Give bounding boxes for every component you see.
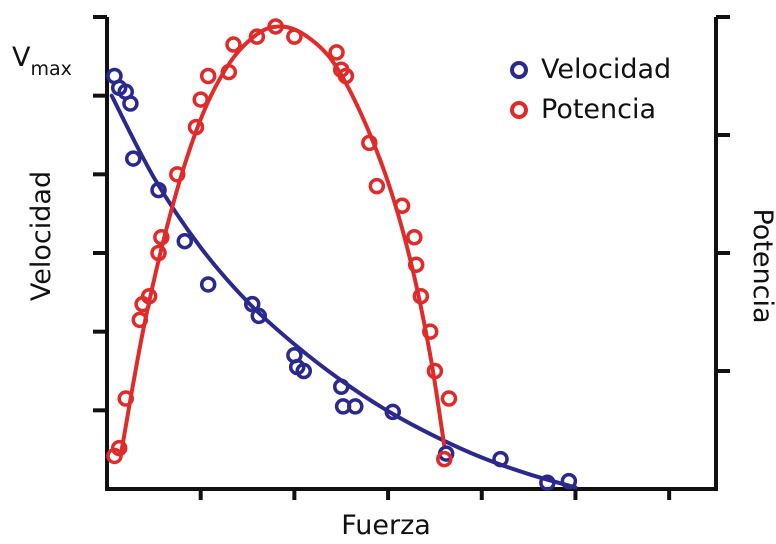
fit-curve-potencia xyxy=(119,24,447,456)
point-velocidad-6 xyxy=(176,232,194,250)
point-velocidad-4 xyxy=(124,150,142,167)
point-potencia-6 xyxy=(150,244,167,262)
point-velocidad-7 xyxy=(199,276,217,293)
point-potencia-15 xyxy=(267,18,284,35)
point-potencia-8 xyxy=(169,166,186,183)
point-velocidad-8 xyxy=(243,295,261,313)
point-potencia-2 xyxy=(117,390,134,407)
fit-curves xyxy=(109,24,578,490)
point-potencia-28 xyxy=(440,390,458,407)
point-potencia-3 xyxy=(131,311,149,329)
point-potencia-29 xyxy=(436,450,453,468)
point-potencia-25 xyxy=(412,288,430,305)
point-potencia-12 xyxy=(220,63,238,81)
x-axis-title: Fuerza xyxy=(341,510,431,541)
ticks xyxy=(93,15,730,500)
point-velocidad-18 xyxy=(492,450,509,468)
point-velocidad-12 xyxy=(295,362,313,380)
point-potencia-7 xyxy=(153,229,170,246)
y2-axis-title: Potencia xyxy=(747,208,776,323)
point-potencia-26 xyxy=(421,323,439,340)
legend-label-potencia: Potencia xyxy=(541,94,656,125)
point-potencia-22 xyxy=(393,197,411,215)
point-velocidad-9 xyxy=(250,307,268,325)
legend: Velocidad Potencia xyxy=(510,54,671,125)
legend-label-velocidad: Velocidad xyxy=(541,54,671,85)
point-potencia-5 xyxy=(140,288,158,305)
point-velocidad-13 xyxy=(332,378,350,395)
point-potencia-27 xyxy=(426,362,444,380)
legend-marker-potencia xyxy=(510,101,528,119)
point-velocidad-20 xyxy=(560,472,578,490)
vmax-subscript: max xyxy=(30,58,71,80)
point-potencia-20 xyxy=(361,134,378,152)
point-potencia-13 xyxy=(225,36,242,53)
vmax-base: V xyxy=(12,42,31,73)
point-potencia-16 xyxy=(286,28,303,45)
data-points xyxy=(106,18,578,491)
point-potencia-24 xyxy=(407,256,425,274)
point-potencia-10 xyxy=(192,91,209,108)
point-potencia-9 xyxy=(187,118,205,136)
point-velocidad-3 xyxy=(122,95,139,112)
y-axis-title: Velocidad xyxy=(26,171,57,301)
point-potencia-23 xyxy=(406,229,423,246)
point-potencia-14 xyxy=(248,28,266,45)
point-velocidad-16 xyxy=(384,403,402,421)
point-velocidad-15 xyxy=(347,398,364,415)
point-velocidad-5 xyxy=(150,181,167,199)
point-potencia-17 xyxy=(328,44,345,61)
vmax-label: Vmax xyxy=(12,42,72,80)
point-velocidad-19 xyxy=(539,474,556,491)
point-potencia-19 xyxy=(337,67,355,85)
point-potencia-11 xyxy=(199,67,217,85)
fit-curve-velocidad xyxy=(109,93,578,490)
axes xyxy=(105,17,718,491)
point-potencia-21 xyxy=(368,177,386,195)
legend-marker-velocidad xyxy=(510,61,528,79)
point-potencia-1 xyxy=(110,439,128,457)
